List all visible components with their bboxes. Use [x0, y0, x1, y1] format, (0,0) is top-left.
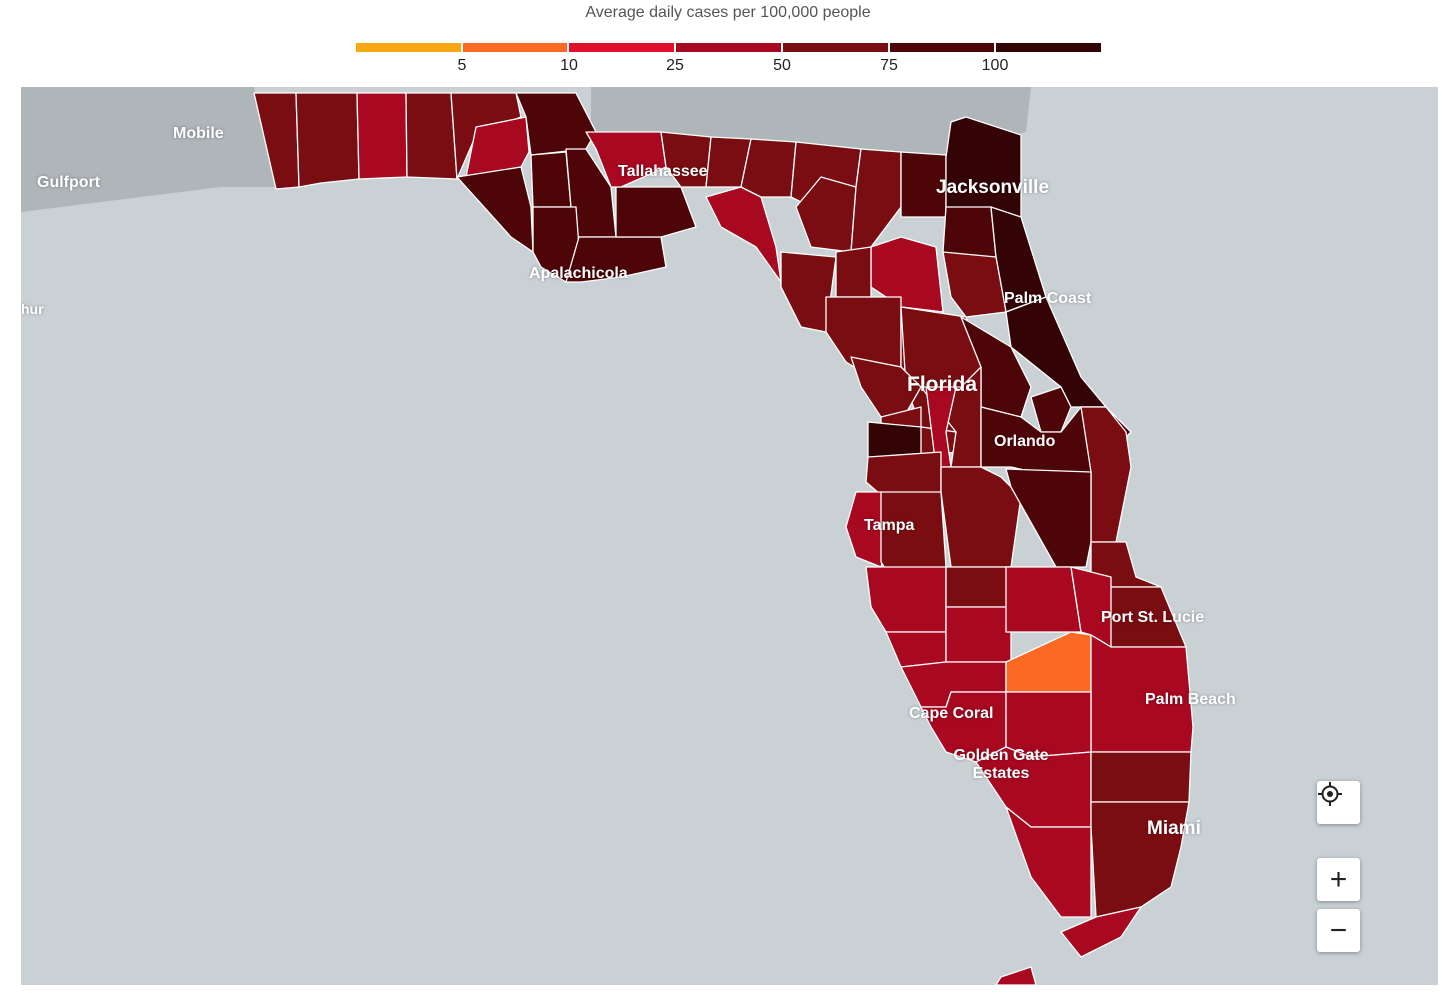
- county-region: [456, 166, 534, 253]
- legend-swatch-0: [356, 43, 463, 52]
- county-region: [1005, 631, 1092, 693]
- county-region: [356, 92, 408, 180]
- legend-tick: 25: [666, 57, 684, 74]
- legend-swatch-5: [889, 43, 997, 52]
- legend-swatch-2: [569, 43, 677, 52]
- legend-tick: 100: [981, 57, 1009, 74]
- legend-swatch-4: [782, 43, 890, 52]
- map-canvas[interactable]: Mobile Gulfport hur Tallahassee Apalachi…: [21, 87, 1438, 985]
- county-region: [865, 566, 947, 633]
- county-region: [530, 151, 572, 208]
- county-region: [615, 186, 697, 238]
- county-region: [465, 116, 530, 178]
- city-label-arthur: hur: [21, 301, 44, 317]
- county-region: [940, 466, 1022, 568]
- county-region: [945, 116, 1022, 218]
- crosshair-icon: [1318, 782, 1342, 806]
- county-region: [835, 246, 872, 298]
- county-region: [1005, 806, 1092, 918]
- legend-tick: 75: [880, 57, 898, 74]
- county-region: [1030, 386, 1072, 433]
- county-region: [995, 966, 1037, 985]
- county-region: [945, 566, 1012, 608]
- county-region: [705, 186, 782, 283]
- county-region: [850, 148, 902, 253]
- legend-tick: 10: [560, 57, 578, 74]
- county-region: [405, 92, 458, 180]
- county-region: [780, 251, 837, 333]
- city-label-tampa: Tampa: [864, 517, 915, 534]
- city-label-palm-coast: Palm Coast: [1004, 290, 1092, 307]
- city-label-mobile: Mobile: [173, 125, 224, 142]
- city-label-cape-coral: Cape Coral: [909, 705, 994, 722]
- legend-swatch-6: [996, 43, 1102, 52]
- city-label-palm-beach: Palm Beach: [1145, 691, 1236, 708]
- city-label-port-st-lucie: Port St. Lucie: [1101, 609, 1205, 626]
- city-label-golden-gate-estates: Golden Gate Estates: [953, 747, 1049, 783]
- city-label-apalachicola: Apalachicola: [529, 265, 628, 282]
- county-region: [660, 131, 712, 188]
- county-region: [865, 451, 942, 496]
- legend-swatch-3: [676, 43, 783, 52]
- legend-bar: [356, 43, 1102, 52]
- city-label-miami: Miami: [1147, 818, 1201, 839]
- zoom-in-button[interactable]: +: [1317, 858, 1360, 901]
- map-svg: [21, 87, 1194, 985]
- city-label-tallahassee: Tallahassee: [618, 163, 708, 180]
- legend-tick: 5: [457, 57, 467, 74]
- zoom-out-button[interactable]: −: [1317, 909, 1360, 952]
- county-region: [1090, 751, 1192, 803]
- county-region: [740, 138, 797, 198]
- city-label-gulfport: Gulfport: [37, 174, 101, 191]
- county-region: [1060, 906, 1142, 958]
- county-region: [1005, 566, 1082, 633]
- county-region: [942, 251, 1007, 318]
- county-region: [295, 92, 360, 188]
- county-region: [945, 606, 1012, 663]
- county-region: [1090, 801, 1190, 918]
- legend-swatch-1: [462, 43, 570, 52]
- county-region: [1005, 468, 1092, 568]
- color-legend: 5 10 25 50 75 100: [356, 43, 1102, 83]
- county-region: [795, 176, 857, 253]
- city-label-orlando: Orlando: [994, 433, 1056, 450]
- city-label-jacksonville: Jacksonville: [936, 177, 1050, 198]
- locate-me-button[interactable]: [1317, 781, 1360, 824]
- county-region: [885, 631, 947, 668]
- legend-title: Average daily cases per 100,000 people: [585, 4, 871, 21]
- state-label-florida: Florida: [907, 373, 978, 396]
- legend-tick: 50: [773, 57, 791, 74]
